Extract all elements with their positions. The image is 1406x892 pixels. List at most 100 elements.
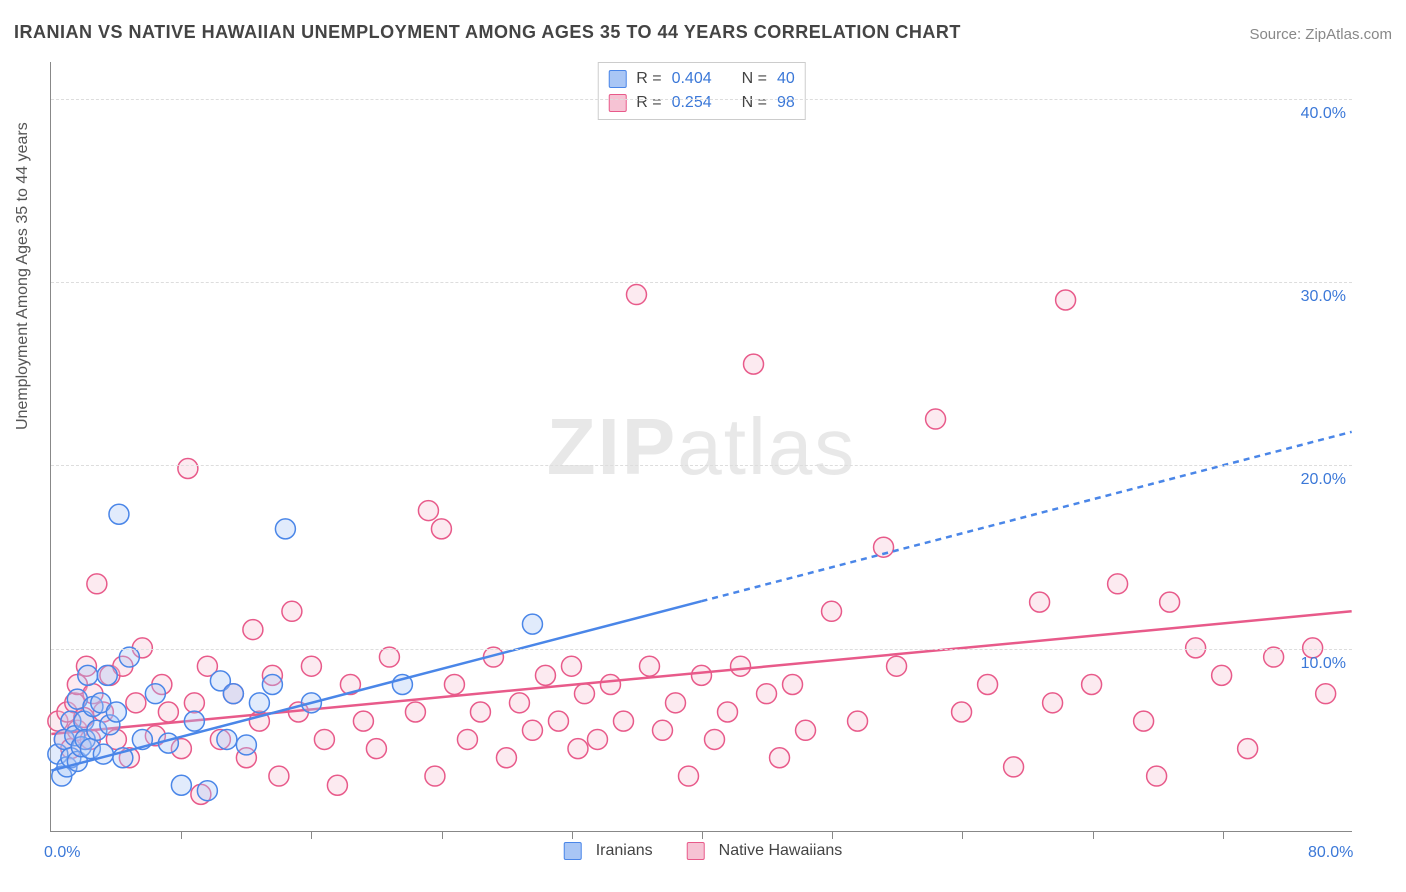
- marker-native-hawaiians: [522, 720, 542, 740]
- marker-iranians: [97, 665, 117, 685]
- y-tick-label: 40.0%: [1301, 105, 1346, 123]
- marker-native-hawaiians: [1238, 739, 1258, 759]
- x-tick-mark: [311, 831, 312, 839]
- marker-native-hawaiians: [1082, 675, 1102, 695]
- legend-swatch-native-hawaiians: [608, 94, 626, 112]
- marker-native-hawaiians: [243, 620, 263, 640]
- gridline: [51, 282, 1352, 283]
- marker-native-hawaiians: [666, 693, 686, 713]
- marker-iranians: [78, 665, 98, 685]
- marker-iranians: [275, 519, 295, 539]
- marker-native-hawaiians: [1056, 290, 1076, 310]
- marker-native-hawaiians: [301, 656, 321, 676]
- x-axis-label: 0.0%: [44, 844, 80, 862]
- marker-native-hawaiians: [1147, 766, 1167, 786]
- marker-native-hawaiians: [783, 675, 803, 695]
- marker-native-hawaiians: [574, 684, 594, 704]
- marker-native-hawaiians: [158, 702, 178, 722]
- marker-native-hawaiians: [600, 675, 620, 695]
- marker-native-hawaiians: [640, 656, 660, 676]
- marker-native-hawaiians: [269, 766, 289, 786]
- marker-native-hawaiians: [496, 748, 516, 768]
- marker-native-hawaiians: [444, 675, 464, 695]
- marker-native-hawaiians: [535, 665, 555, 685]
- marker-native-hawaiians: [431, 519, 451, 539]
- marker-iranians: [184, 711, 204, 731]
- legend-swatch-iranians: [608, 70, 626, 88]
- marker-iranians: [145, 684, 165, 704]
- marker-native-hawaiians: [1043, 693, 1063, 713]
- x-tick-mark: [1093, 831, 1094, 839]
- marker-native-hawaiians: [126, 693, 146, 713]
- marker-native-hawaiians: [1212, 665, 1232, 685]
- marker-native-hawaiians: [718, 702, 738, 722]
- marker-native-hawaiians: [744, 354, 764, 374]
- marker-iranians: [249, 693, 269, 713]
- y-tick-label: 10.0%: [1301, 655, 1346, 673]
- marker-native-hawaiians: [1108, 574, 1128, 594]
- marker-native-hawaiians: [653, 720, 673, 740]
- chart-container: IRANIAN VS NATIVE HAWAIIAN UNEMPLOYMENT …: [0, 0, 1406, 892]
- legend-correlation-box: R = 0.404 N = 40 R = 0.254 N = 98: [597, 62, 806, 120]
- legend-row-1: R = 0.254 N = 98: [608, 91, 795, 115]
- marker-iranians: [109, 504, 129, 524]
- marker-native-hawaiians: [405, 702, 425, 722]
- marker-iranians: [236, 735, 256, 755]
- marker-native-hawaiians: [425, 766, 445, 786]
- marker-native-hawaiians: [887, 656, 907, 676]
- marker-native-hawaiians: [561, 656, 581, 676]
- marker-native-hawaiians: [757, 684, 777, 704]
- marker-native-hawaiians: [548, 711, 568, 731]
- marker-native-hawaiians: [379, 647, 399, 667]
- x-tick-mark: [1223, 831, 1224, 839]
- marker-native-hawaiians: [626, 285, 646, 305]
- marker-native-hawaiians: [568, 739, 588, 759]
- marker-native-hawaiians: [1004, 757, 1024, 777]
- marker-native-hawaiians: [87, 574, 107, 594]
- marker-native-hawaiians: [1264, 647, 1284, 667]
- marker-iranians: [197, 781, 217, 801]
- x-tick-mark: [442, 831, 443, 839]
- x-tick-mark: [572, 831, 573, 839]
- trendline-dashed-iranians: [702, 432, 1352, 601]
- y-axis-title: Unemployment Among Ages 35 to 44 years: [14, 122, 32, 430]
- marker-native-hawaiians: [613, 711, 633, 731]
- marker-native-hawaiians: [314, 729, 334, 749]
- marker-native-hawaiians: [952, 702, 972, 722]
- marker-native-hawaiians: [509, 693, 529, 713]
- marker-iranians: [119, 647, 139, 667]
- legend-label-native-hawaiians: Native Hawaiians: [719, 842, 843, 860]
- gridline: [51, 649, 1352, 650]
- scatter-svg-layer: [51, 62, 1352, 831]
- marker-native-hawaiians: [1134, 711, 1154, 731]
- legend-label-iranians: Iranians: [596, 842, 653, 860]
- gridline: [51, 99, 1352, 100]
- source-label: Source: ZipAtlas.com: [1249, 26, 1392, 43]
- marker-native-hawaiians: [692, 665, 712, 685]
- marker-native-hawaiians: [848, 711, 868, 731]
- marker-native-hawaiians: [457, 729, 477, 749]
- marker-native-hawaiians: [282, 601, 302, 621]
- x-axis-label: 80.0%: [1308, 844, 1353, 862]
- marker-native-hawaiians: [770, 748, 790, 768]
- gridline: [51, 465, 1352, 466]
- x-tick-mark: [702, 831, 703, 839]
- marker-native-hawaiians: [184, 693, 204, 713]
- marker-native-hawaiians: [731, 656, 751, 676]
- page-title: IRANIAN VS NATIVE HAWAIIAN UNEMPLOYMENT …: [14, 22, 961, 43]
- legend-swatch-native-hawaiians: [687, 842, 705, 860]
- marker-native-hawaiians: [418, 501, 438, 521]
- x-tick-mark: [962, 831, 963, 839]
- marker-native-hawaiians: [327, 775, 347, 795]
- y-tick-label: 30.0%: [1301, 288, 1346, 306]
- marker-native-hawaiians: [1030, 592, 1050, 612]
- marker-native-hawaiians: [178, 458, 198, 478]
- marker-native-hawaiians: [470, 702, 490, 722]
- marker-native-hawaiians: [822, 601, 842, 621]
- marker-iranians: [522, 614, 542, 634]
- marker-native-hawaiians: [353, 711, 373, 731]
- legend-bottom: Iranians Native Hawaiians: [564, 842, 843, 860]
- marker-iranians: [262, 675, 282, 695]
- x-tick-mark: [832, 831, 833, 839]
- marker-iranians: [223, 684, 243, 704]
